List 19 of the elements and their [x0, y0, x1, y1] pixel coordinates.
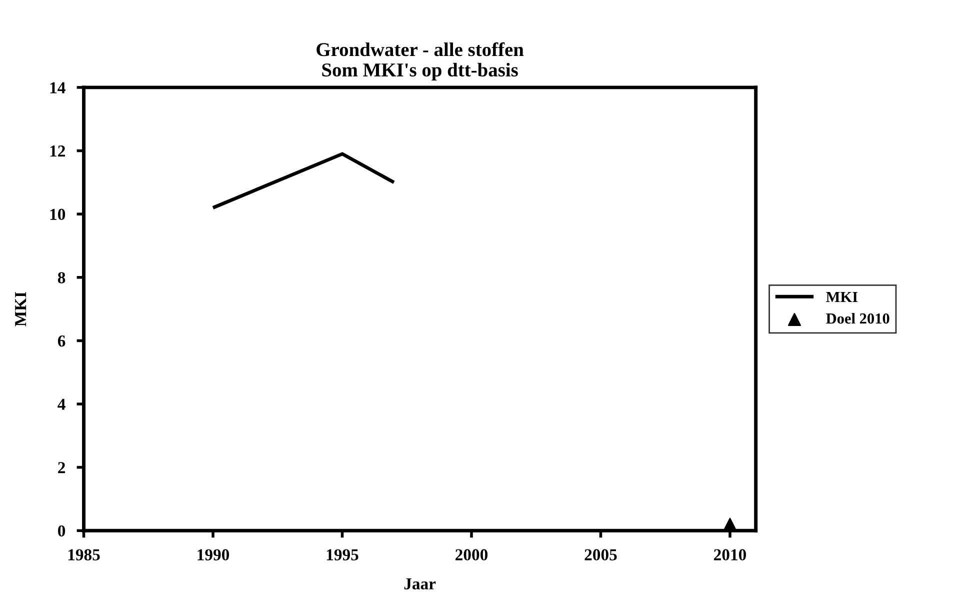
- x-tick-label: 1995: [326, 549, 358, 560]
- x-axis-title: Jaar: [404, 578, 436, 590]
- chart-title: Grondwater - alle stoffen Som MKI's op dtt-basis: [316, 42, 524, 80]
- y-tick-label: 2: [58, 462, 65, 474]
- y-tick-label: 14: [50, 82, 66, 94]
- x-tick-label: 2010: [714, 549, 746, 560]
- x-tick-label: 1985: [68, 549, 100, 560]
- y-tick-label: 6: [58, 335, 66, 347]
- legend-label: MKI: [826, 292, 858, 302]
- y-tick-label: 8: [58, 272, 66, 284]
- y-tick-label: 4: [58, 398, 66, 410]
- x-tick-label: 2000: [456, 549, 488, 560]
- x-tick-label: 1990: [198, 549, 230, 560]
- y-axis-title: MKI: [15, 292, 26, 326]
- y-tick-label: 0: [58, 525, 66, 537]
- legend-label: Doel 2010: [826, 312, 890, 324]
- x-tick-label: 2005: [584, 549, 617, 560]
- y-tick-label: 10: [50, 208, 66, 220]
- y-tick-label: 12: [50, 145, 65, 157]
